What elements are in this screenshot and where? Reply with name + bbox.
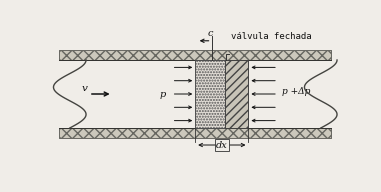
Text: válvula fechada: válvula fechada: [231, 32, 311, 41]
Text: p +Δp: p +Δp: [282, 87, 311, 96]
Bar: [59, 128, 331, 138]
Bar: [59, 50, 331, 60]
Text: p: p: [160, 89, 166, 98]
Bar: [59, 50, 331, 60]
Text: c: c: [207, 29, 213, 38]
Bar: [225, 60, 248, 128]
Bar: [59, 128, 331, 138]
Text: v: v: [82, 84, 88, 93]
Bar: [195, 60, 225, 128]
Text: dx: dx: [216, 141, 228, 150]
Bar: [195, 60, 225, 128]
Bar: [225, 60, 248, 128]
